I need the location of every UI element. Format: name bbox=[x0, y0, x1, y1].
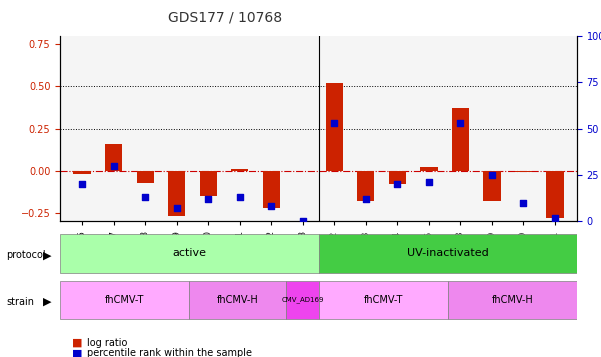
Bar bbox=[326, 83, 343, 171]
Point bbox=[424, 180, 434, 185]
Point bbox=[109, 163, 118, 169]
Text: ▶: ▶ bbox=[43, 297, 51, 307]
Text: UV-inactivated: UV-inactivated bbox=[407, 248, 489, 258]
Point bbox=[519, 200, 528, 206]
Point bbox=[487, 172, 496, 178]
Bar bbox=[389, 171, 406, 184]
Text: ▶: ▶ bbox=[43, 250, 51, 260]
Bar bbox=[168, 171, 185, 216]
Text: ■: ■ bbox=[72, 348, 82, 357]
Bar bbox=[514, 171, 532, 172]
Point bbox=[266, 203, 276, 209]
Bar bbox=[263, 171, 280, 208]
FancyBboxPatch shape bbox=[286, 281, 319, 319]
Bar bbox=[105, 144, 123, 171]
FancyBboxPatch shape bbox=[60, 281, 189, 319]
Point bbox=[361, 196, 371, 202]
Point bbox=[172, 206, 182, 211]
Text: protocol: protocol bbox=[6, 250, 46, 260]
Point bbox=[392, 181, 402, 187]
Bar bbox=[546, 171, 564, 218]
Point bbox=[456, 120, 465, 126]
Text: strain: strain bbox=[6, 297, 34, 307]
Bar bbox=[200, 171, 217, 196]
Text: active: active bbox=[172, 248, 206, 258]
FancyBboxPatch shape bbox=[189, 281, 286, 319]
Point bbox=[329, 120, 339, 126]
Bar bbox=[136, 171, 154, 182]
Point bbox=[203, 196, 213, 202]
Point bbox=[550, 215, 560, 221]
Point bbox=[298, 218, 308, 224]
Bar bbox=[452, 108, 469, 171]
Text: fhCMV-T: fhCMV-T bbox=[364, 295, 403, 305]
Point bbox=[235, 194, 245, 200]
Text: fhCMV-T: fhCMV-T bbox=[105, 295, 144, 305]
FancyBboxPatch shape bbox=[448, 281, 577, 319]
Point bbox=[78, 181, 87, 187]
Text: fhCMV-H: fhCMV-H bbox=[217, 295, 258, 305]
Text: percentile rank within the sample: percentile rank within the sample bbox=[87, 348, 252, 357]
FancyBboxPatch shape bbox=[319, 281, 448, 319]
Text: fhCMV-H: fhCMV-H bbox=[492, 295, 533, 305]
Bar bbox=[420, 167, 438, 171]
Text: GDS177 / 10768: GDS177 / 10768 bbox=[168, 11, 282, 25]
Bar bbox=[73, 171, 91, 174]
FancyBboxPatch shape bbox=[60, 234, 319, 273]
FancyBboxPatch shape bbox=[319, 234, 577, 273]
Bar bbox=[483, 171, 501, 201]
Text: log ratio: log ratio bbox=[87, 338, 127, 348]
Point bbox=[141, 194, 150, 200]
Text: ■: ■ bbox=[72, 338, 82, 348]
Bar bbox=[357, 171, 374, 201]
Bar bbox=[231, 169, 248, 171]
Text: CMV_AD169: CMV_AD169 bbox=[281, 297, 323, 303]
